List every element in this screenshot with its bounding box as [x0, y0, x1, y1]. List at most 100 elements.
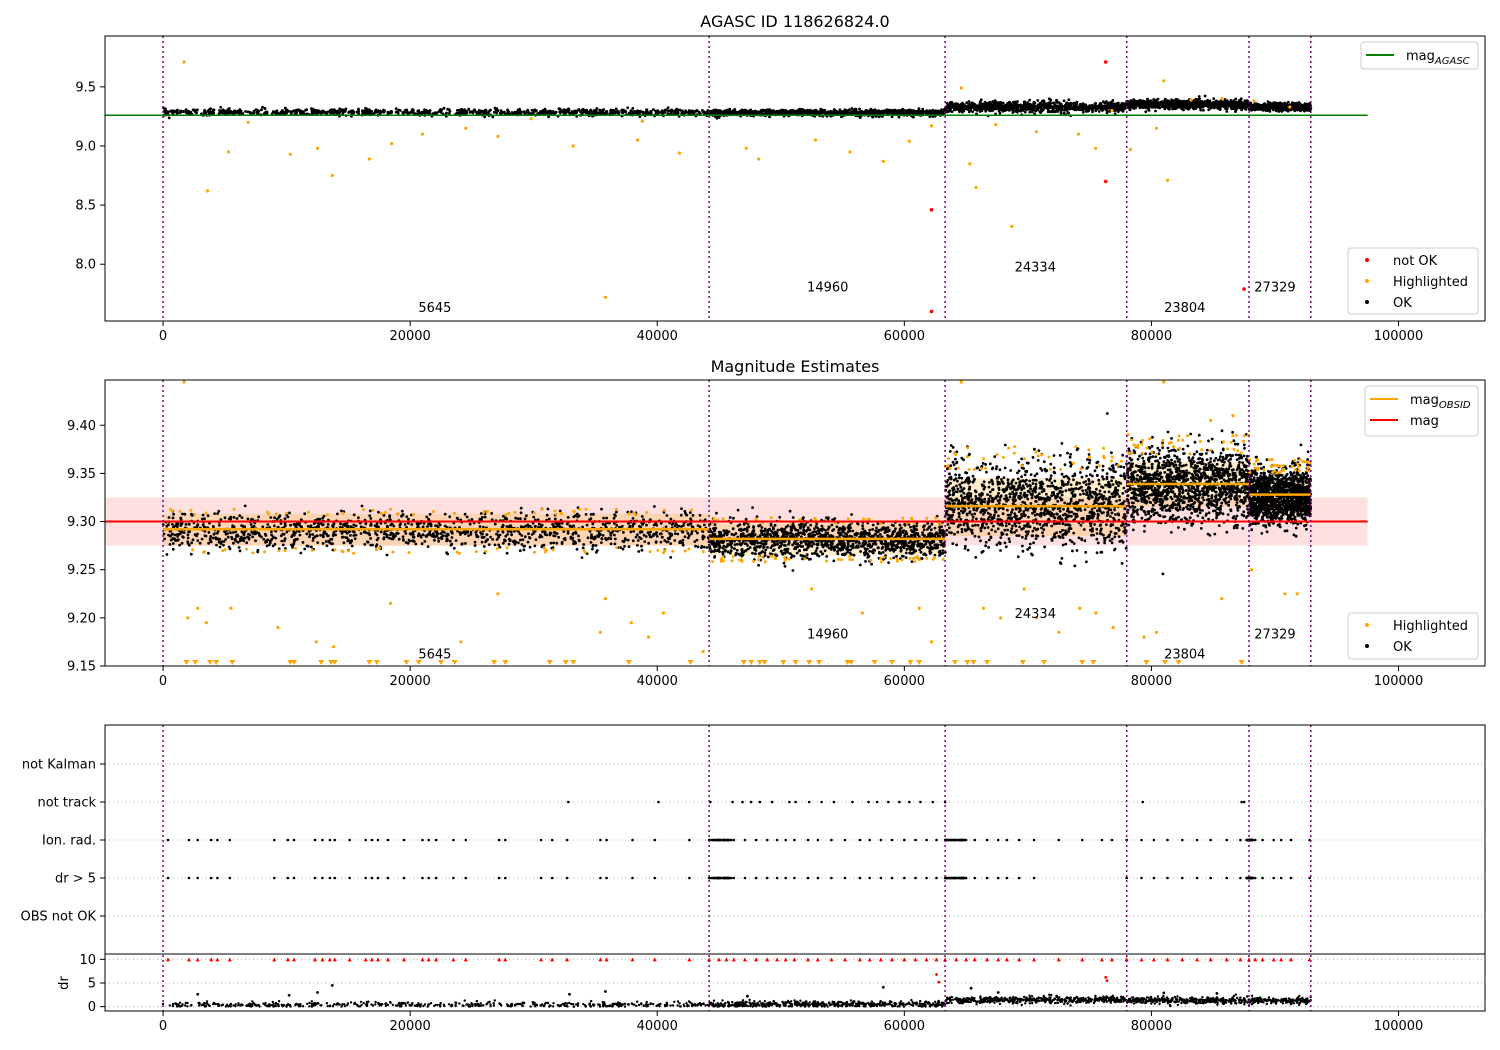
- panel1-ok-point: [585, 110, 589, 113]
- panel1-highlighted-point: [315, 146, 320, 150]
- panel1-ok-point: [164, 108, 167, 112]
- panel2-ok-point: [359, 532, 363, 535]
- panel1-ok-point: [1111, 102, 1115, 106]
- panel1-ok-point: [523, 112, 526, 115]
- panel1-ok-point: [1027, 107, 1031, 111]
- panel1-ok-point: [738, 111, 742, 115]
- panel1-ok-point: [973, 108, 977, 111]
- panel1-ok-point: [176, 110, 179, 114]
- panel1-ok-point: [889, 108, 893, 112]
- panel1-ok-point: [414, 112, 418, 116]
- panel1-ok-point: [305, 108, 309, 111]
- panel2-ok-point: [605, 516, 608, 520]
- panel1-ok-point: [1049, 98, 1053, 102]
- panel1-ok-point: [510, 111, 514, 114]
- panel1-ok-point: [1134, 103, 1138, 107]
- panel1-ok-point: [951, 103, 954, 107]
- panel1-ok-point: [343, 108, 347, 112]
- panel1-ok-point: [910, 109, 914, 113]
- panel1-ok-point: [996, 101, 1000, 105]
- panel1-ok-point: [878, 111, 882, 115]
- panel1-ok-point: [252, 111, 256, 115]
- panel2-ok-point: [189, 552, 193, 556]
- panel1-ok-point: [423, 110, 427, 113]
- panel2-ok-point: [645, 523, 648, 527]
- panel1-ok-point: [1064, 106, 1067, 109]
- panel1-ok-point: [1262, 108, 1265, 112]
- panel1-ok-point: [993, 99, 997, 103]
- panel1-highlighted-point: [330, 173, 334, 178]
- panel1-ok-point: [1113, 109, 1117, 113]
- panel1-ok-point: [1012, 104, 1015, 108]
- panel1-ok-point: [796, 111, 800, 114]
- panel1-ok-point: [726, 109, 729, 113]
- panel1-ok-point: [290, 111, 293, 114]
- panel1-ok-point: [234, 110, 238, 114]
- panel2-ok-point: [240, 516, 244, 519]
- panel1-ok-point: [632, 111, 635, 115]
- panel1-ok-point: [562, 108, 566, 111]
- panel1-ok-point: [184, 108, 188, 111]
- panel1-ok-point: [1100, 109, 1104, 112]
- panel1-ok-point: [238, 110, 242, 114]
- panel1-ok-point: [1184, 105, 1187, 109]
- panel1-ok-point: [295, 110, 298, 114]
- panel1-ok-point: [1138, 103, 1142, 106]
- panel1-ok-point: [296, 108, 300, 111]
- panel1-ok-point: [819, 107, 823, 111]
- panel1-ok-point: [995, 107, 998, 111]
- panel2-ok-point: [379, 530, 383, 534]
- panel1-ok-point: [285, 108, 289, 112]
- panel1-ok-point: [855, 111, 859, 114]
- panel1-ok-point: [1262, 103, 1265, 107]
- panel2-ok-point: [452, 546, 456, 550]
- panel1-ok-point: [231, 110, 235, 114]
- panel2-ok-point: [522, 548, 526, 552]
- panel1-ok-point: [374, 109, 377, 113]
- panel1-ok-point: [950, 110, 954, 113]
- panel1-ok-point: [1267, 107, 1271, 111]
- panel1-bottom-legend-label: OK: [1393, 296, 1412, 311]
- panel1-ok-point: [838, 108, 842, 112]
- panel1-ok-point: [440, 108, 444, 112]
- panel1-ok-point: [300, 110, 304, 114]
- panel1-ok-point: [1160, 103, 1164, 106]
- panel1-ok-point: [282, 111, 285, 115]
- panel1-ytick-label: 9.5: [75, 80, 96, 95]
- panel1-ok-point: [804, 109, 808, 113]
- panel1-ok-point: [718, 112, 721, 115]
- panel2-ok-point: [591, 522, 595, 526]
- panel1-highlighted-point: [994, 123, 998, 127]
- panel1-ok-point: [1217, 104, 1221, 108]
- panel1-ok-point: [170, 109, 174, 113]
- panel1-not-ok-point: [1103, 179, 1108, 184]
- panel1-ok-point: [544, 110, 548, 114]
- panel1-top-legend-subscript: AGASC: [1434, 56, 1470, 67]
- panel2-ok-point: [473, 544, 477, 547]
- panel2-ok-point: [602, 516, 605, 520]
- panel1-ok-point: [885, 108, 889, 112]
- panel1-ok-point: [781, 110, 785, 113]
- panel2-ok-point: [586, 536, 590, 540]
- panel1-highlighted-point: [1110, 108, 1114, 113]
- panel1-ok-point: [1255, 104, 1259, 108]
- panel1-ok-point: [1024, 107, 1028, 110]
- panel2-ok-point: [679, 513, 683, 517]
- panel1-obsid-label: 14960: [807, 281, 848, 296]
- panel1-ok-point: [649, 110, 653, 113]
- panel1-ok-point: [1230, 107, 1234, 111]
- panel1-ok-point: [1097, 106, 1101, 109]
- panel2-ok-point: [463, 512, 467, 516]
- panel1-ok-point: [791, 109, 795, 113]
- panel1-ok-point: [952, 106, 956, 110]
- panel2-ok-point: [574, 532, 578, 535]
- panel1-ok-point: [1197, 95, 1201, 98]
- panel1-ok-point: [499, 109, 503, 112]
- panel1-ok-point: [218, 111, 222, 115]
- panel1-ok-point: [1180, 106, 1184, 110]
- panel1-ytick-label: 9.0: [75, 139, 96, 154]
- panel1-ok-point: [1195, 102, 1198, 106]
- panel1-ok-point: [1275, 104, 1279, 107]
- panel1-ok-point: [1292, 101, 1296, 105]
- panel2-ok-point: [655, 534, 659, 538]
